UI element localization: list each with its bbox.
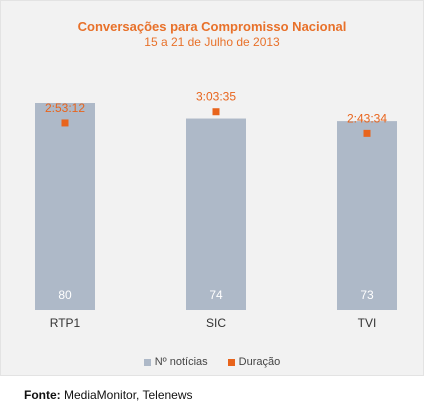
duration-label-tvi: 2:43:34	[347, 111, 387, 125]
source-note: Fonte: MediaMonitor, Telenews	[24, 388, 193, 402]
duration-label-sic: 3:03:35	[196, 90, 236, 104]
bar-rtp1	[35, 103, 95, 310]
chart-title: Conversações para Compromisso Nacional	[77, 19, 347, 34]
duration-label-rtp1: 2:53:12	[45, 101, 85, 115]
chart-plot: 80 RTP1 2:53:12 74 SIC 3:03:35 73 TVI 2:43:34	[35, 90, 397, 330]
chart-subtitle: 15 a 21 de Julho de 2013	[144, 35, 280, 49]
category-label-tvi: TVI	[358, 316, 377, 330]
duration-marker-rtp1	[61, 119, 69, 127]
source-label: Fonte:	[24, 388, 61, 402]
bar-value-label-rtp1: 80	[58, 288, 72, 302]
legend-swatch-duracao	[227, 358, 235, 366]
category-label-sic: SIC	[206, 316, 226, 330]
legend: Nº notícias Duração	[0, 356, 424, 368]
duration-marker-sic	[212, 108, 220, 116]
legend-swatch-noticias	[143, 358, 151, 366]
duration-marker-tvi	[363, 129, 371, 137]
legend-label-noticias: Nº notícias	[154, 356, 208, 368]
legend-item-noticias: Nº notícias	[143, 356, 208, 368]
legend-item-duracao: Duração	[227, 356, 281, 368]
bar-value-label-tvi: 73	[360, 288, 374, 302]
category-label-rtp1: RTP1	[50, 316, 81, 330]
source-text: MediaMonitor, Telenews	[64, 388, 193, 402]
bar-value-label-sic: 74	[209, 288, 223, 302]
legend-label-duracao: Duração	[238, 356, 281, 368]
bar-tvi	[337, 121, 397, 310]
bar-sic	[186, 118, 246, 311]
